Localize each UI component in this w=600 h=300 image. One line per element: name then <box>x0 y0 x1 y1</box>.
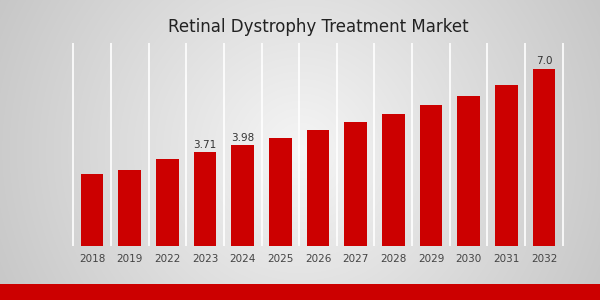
Text: 7.0: 7.0 <box>536 56 552 67</box>
Text: 3.98: 3.98 <box>231 133 254 143</box>
Text: 3.71: 3.71 <box>193 140 217 150</box>
Title: Retinal Dystrophy Treatment Market: Retinal Dystrophy Treatment Market <box>167 18 469 36</box>
Bar <box>232 145 254 246</box>
Bar <box>194 152 217 246</box>
Bar <box>118 170 141 246</box>
Bar <box>419 105 442 246</box>
Bar <box>81 174 103 246</box>
Bar <box>156 159 179 246</box>
Bar <box>307 130 329 246</box>
Bar <box>269 138 292 246</box>
Bar <box>382 114 404 246</box>
Bar <box>457 96 480 246</box>
Bar <box>495 85 518 246</box>
Bar <box>533 68 555 246</box>
Bar <box>344 122 367 246</box>
